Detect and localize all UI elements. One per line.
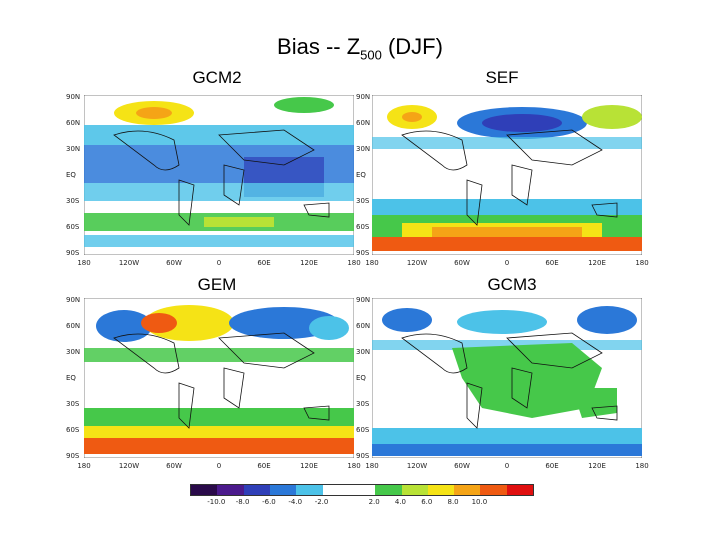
lon-label: 60W: [166, 462, 182, 470]
lon-label: 60W: [166, 259, 182, 267]
lat-label: 30N: [66, 145, 81, 153]
lon-label: 60E: [257, 462, 271, 470]
lon-label: 0: [216, 462, 222, 470]
colorbar-swatch: [243, 485, 270, 495]
lat-label: 90S: [356, 249, 370, 257]
lat-label: 60S: [66, 426, 80, 434]
colorbar-tick-label: 2.0: [368, 498, 380, 506]
panel-label-gcm2: GCM2: [192, 68, 242, 87]
lat-label: 90N: [66, 93, 81, 101]
lat-label: EQ: [356, 374, 366, 382]
lat-label: 90S: [66, 452, 80, 460]
figure-title: Bias -- Z500 (DJF): [277, 34, 443, 63]
lon-label: 120E: [300, 462, 318, 470]
lon-label: 180: [77, 259, 91, 267]
lon-label: 0: [216, 259, 222, 267]
lat-label: 30N: [66, 348, 81, 356]
lon-label: 180: [365, 259, 379, 267]
lon-label: 180: [635, 462, 649, 470]
colorbar-tick-label: -10.0: [207, 498, 226, 506]
colorbar-swatch: [427, 485, 455, 495]
lon-label: 120E: [588, 259, 606, 267]
lon-label: 180: [347, 259, 361, 267]
map-panel-gem: [84, 298, 354, 458]
lon-label: 120E: [588, 462, 606, 470]
colorbar-tick-label: 10.0: [471, 498, 488, 506]
lon-label: 0: [504, 462, 510, 470]
colorbar-tick-label: -8.0: [235, 498, 250, 506]
map-panel-sef: [372, 95, 642, 255]
lon-label: 60E: [545, 462, 559, 470]
colorbar-tick-label: -4.0: [288, 498, 303, 506]
colorbar-tick-label: -2.0: [314, 498, 329, 506]
colorbar-swatch: [401, 485, 428, 495]
lon-label: 60E: [257, 259, 271, 267]
lat-label: 30N: [356, 348, 371, 356]
colorbar-tick-label: -6.0: [262, 498, 276, 506]
colorbar-swatch: [454, 485, 481, 495]
panel-label-gcm3: GCM3: [487, 275, 537, 294]
lat-label: EQ: [356, 171, 366, 179]
colorbar-swatch: [269, 485, 297, 495]
lat-label: 60N: [66, 322, 81, 330]
lon-label: 60W: [454, 462, 470, 470]
lat-label: 90S: [66, 249, 80, 257]
colorbar-swatch: [191, 485, 218, 495]
map-panel-gcm2: [84, 95, 354, 255]
map-panel-gcm3: [372, 298, 642, 458]
lat-label: 60S: [356, 223, 370, 231]
lat-label: 30S: [66, 197, 80, 205]
lat-label: 90S: [356, 452, 370, 460]
lon-label: 120E: [300, 259, 318, 267]
lat-label: 60N: [356, 322, 371, 330]
lat-label: 90N: [356, 93, 371, 101]
colorbar-swatch: [322, 485, 349, 495]
colorbar-swatch: [375, 485, 402, 495]
lat-label: EQ: [66, 374, 76, 382]
colorbar-labels: -10.0 -8.0 -6.0 -4.0 -2.0 2.0 4.0 6.0 8.0 10.0: [190, 498, 532, 508]
lat-label: 60N: [66, 119, 81, 127]
colorbar: [190, 484, 534, 496]
lat-label: 30S: [356, 197, 370, 205]
lat-label: 60N: [356, 119, 371, 127]
lat-label: 90N: [66, 296, 81, 304]
lat-label: 30N: [356, 145, 371, 153]
lon-label: 180: [635, 259, 649, 267]
lon-label: 0: [504, 259, 510, 267]
lat-label: 30S: [356, 400, 370, 408]
colorbar-swatch: [480, 485, 507, 495]
colorbar-tick-label: 6.0: [421, 498, 433, 506]
colorbar-swatch: [506, 485, 534, 495]
lon-label: 120W: [118, 259, 140, 267]
lat-label: EQ: [66, 171, 76, 179]
colorbar-tick-label: 4.0: [394, 498, 407, 506]
lon-label: 120W: [118, 462, 140, 470]
lon-label: 180: [365, 462, 379, 470]
lon-label: 180: [347, 462, 361, 470]
panel-label-gem: GEM: [197, 275, 237, 294]
lon-label: 120W: [406, 462, 428, 470]
colorbar-swatch: [217, 485, 244, 495]
lat-label: 30S: [66, 400, 80, 408]
colorbar-swatch: [348, 485, 376, 495]
colorbar-swatch: [296, 485, 323, 495]
lat-label: 90N: [356, 296, 371, 304]
lon-label: 60E: [545, 259, 559, 267]
lon-label: 180: [77, 462, 91, 470]
colorbar-tick-label: 8.0: [447, 498, 459, 506]
lat-label: 60S: [66, 223, 80, 231]
panel-label-sef: SEF: [485, 68, 519, 87]
lon-label: 60W: [454, 259, 470, 267]
lon-label: 120W: [406, 259, 428, 267]
lat-label: 60S: [356, 426, 370, 434]
